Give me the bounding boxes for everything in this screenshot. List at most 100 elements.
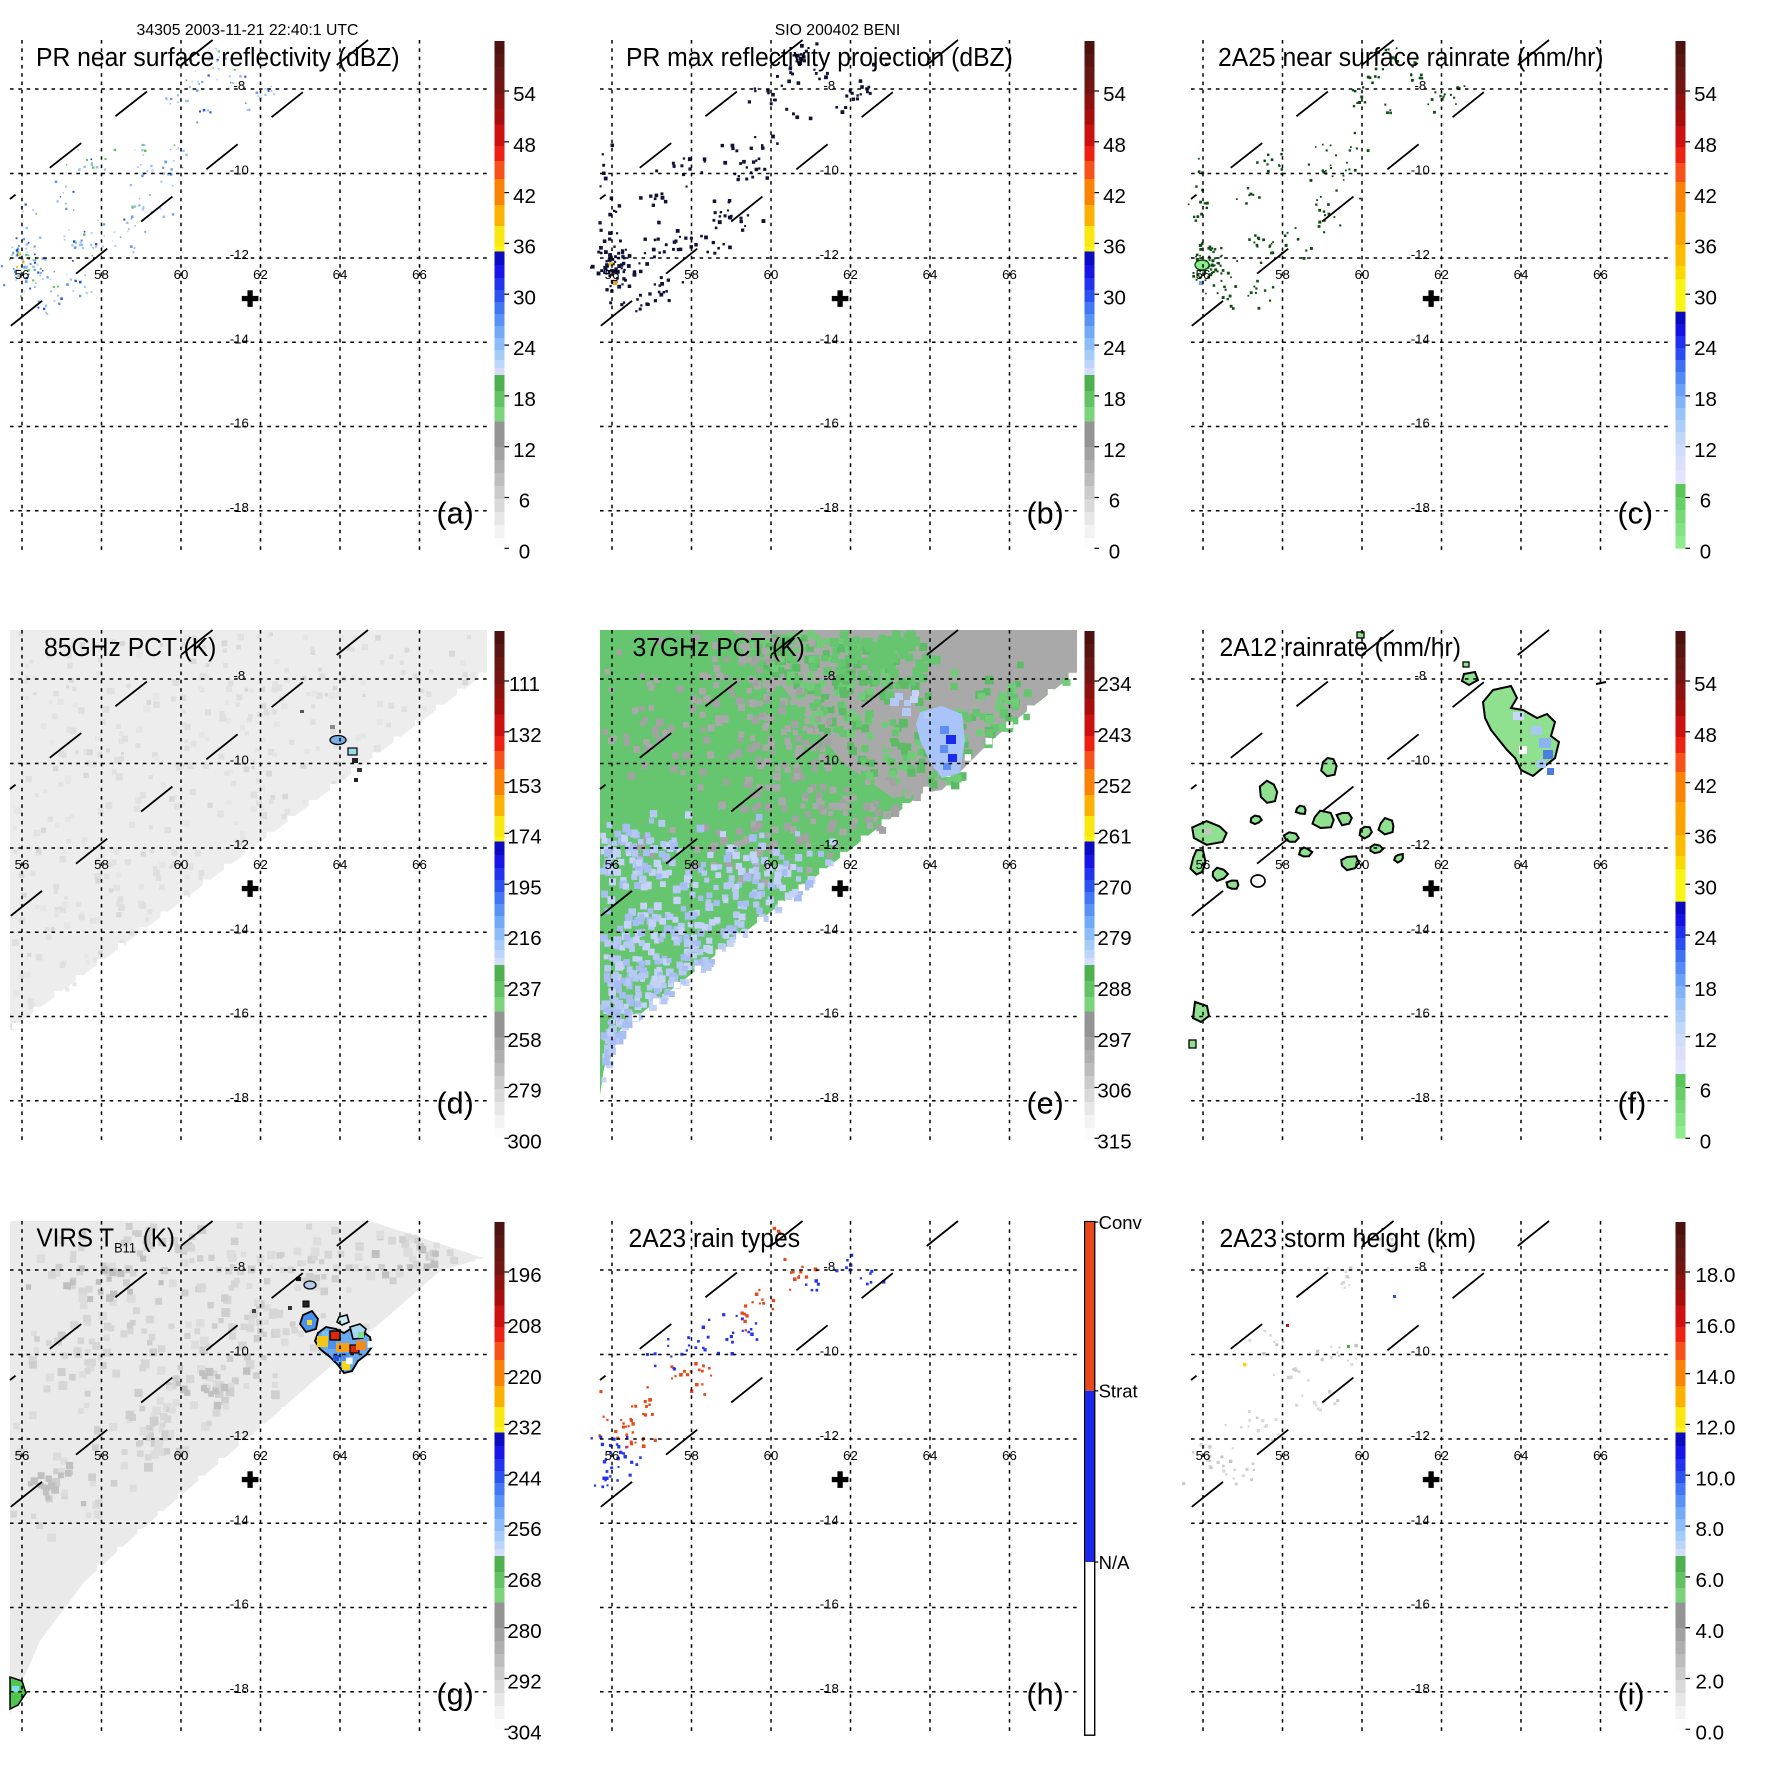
svg-text:-8: -8: [824, 669, 836, 684]
svg-text:56: 56: [605, 858, 620, 873]
svg-text:-8: -8: [1414, 1259, 1426, 1274]
svg-text:-18: -18: [230, 1681, 249, 1696]
svg-text:0: 0: [1109, 541, 1120, 564]
svg-text:64: 64: [923, 858, 938, 873]
svg-text:36: 36: [1103, 236, 1126, 259]
svg-text:34305 2003-11-21 22:40:1 UTC: 34305 2003-11-21 22:40:1 UTC: [137, 22, 359, 39]
svg-text:111: 111: [509, 674, 540, 697]
svg-text:-8: -8: [1414, 669, 1426, 684]
svg-text:54: 54: [1694, 83, 1717, 106]
svg-text:66: 66: [412, 1448, 427, 1463]
svg-text:(h): (h): [1027, 1677, 1064, 1711]
svg-text:-8: -8: [233, 1259, 245, 1274]
svg-text:153: 153: [507, 775, 541, 798]
svg-text:66: 66: [1002, 858, 1017, 873]
svg-text:6: 6: [1699, 1080, 1710, 1103]
svg-text:244: 244: [507, 1467, 541, 1490]
svg-text:-10: -10: [230, 1343, 249, 1358]
svg-text:56: 56: [605, 1448, 620, 1463]
svg-text:-18: -18: [230, 500, 249, 515]
svg-text:256: 256: [507, 1518, 541, 1541]
svg-text:58: 58: [684, 858, 699, 873]
svg-text:196: 196: [507, 1264, 541, 1287]
svg-text:66: 66: [1002, 1448, 1017, 1463]
svg-text:58: 58: [94, 858, 109, 873]
svg-text:12: 12: [1694, 439, 1717, 462]
svg-text:-12: -12: [820, 247, 839, 262]
svg-text:56: 56: [1195, 267, 1210, 282]
svg-text:66: 66: [1593, 858, 1608, 873]
svg-text:2A25 near surface rainrate (mm: 2A25 near surface rainrate (mm/hr): [1218, 43, 1604, 72]
svg-text:0.0: 0.0: [1695, 1721, 1724, 1744]
svg-text:N/A: N/A: [1099, 1551, 1131, 1572]
svg-text:-16: -16: [820, 1006, 839, 1021]
svg-text:-14: -14: [1410, 331, 1429, 346]
svg-text:-16: -16: [230, 1006, 249, 1021]
svg-text:18: 18: [1694, 388, 1717, 411]
svg-text:-14: -14: [820, 331, 839, 346]
svg-text:66: 66: [412, 858, 427, 873]
svg-text:12: 12: [1694, 1029, 1717, 1052]
svg-text:(d): (d): [437, 1087, 474, 1121]
svg-text:-18: -18: [1410, 500, 1429, 515]
svg-text:12: 12: [1103, 439, 1126, 462]
svg-text:-16: -16: [230, 416, 249, 431]
svg-text:62: 62: [1434, 267, 1449, 282]
svg-text:315: 315: [1098, 1131, 1132, 1154]
svg-text:14.0: 14.0: [1695, 1365, 1735, 1388]
svg-text:62: 62: [843, 858, 858, 873]
svg-text:64: 64: [333, 858, 348, 873]
svg-text:58: 58: [684, 1448, 699, 1463]
svg-text:243: 243: [1098, 724, 1132, 747]
svg-text:12: 12: [513, 439, 536, 462]
svg-text:297: 297: [1098, 1029, 1132, 1052]
svg-text:232: 232: [507, 1416, 541, 1439]
svg-text:-10: -10: [230, 753, 249, 768]
svg-text:Conv: Conv: [1099, 1212, 1143, 1233]
svg-text:-18: -18: [820, 500, 839, 515]
svg-text:2A12 rainrate (mm/hr): 2A12 rainrate (mm/hr): [1219, 634, 1460, 663]
svg-text:58: 58: [94, 1448, 109, 1463]
svg-text:4.0: 4.0: [1695, 1620, 1724, 1643]
svg-text:42: 42: [1694, 185, 1717, 208]
svg-text:237: 237: [507, 978, 541, 1001]
svg-text:258: 258: [507, 1029, 541, 1052]
svg-text:-12: -12: [230, 838, 249, 853]
svg-text:-12: -12: [1410, 1428, 1429, 1443]
svg-text:280: 280: [507, 1620, 541, 1643]
svg-text:270: 270: [1098, 877, 1132, 900]
svg-text:Strat: Strat: [1099, 1380, 1138, 1401]
svg-text:64: 64: [1513, 858, 1528, 873]
svg-text:234: 234: [1098, 674, 1132, 697]
svg-text:56: 56: [15, 267, 30, 282]
svg-text:60: 60: [764, 858, 779, 873]
svg-text:(i): (i): [1617, 1677, 1644, 1711]
svg-text:62: 62: [253, 858, 268, 873]
svg-text:18.0: 18.0: [1695, 1264, 1735, 1287]
svg-text:48: 48: [1694, 724, 1717, 747]
svg-text:-16: -16: [1410, 416, 1429, 431]
svg-text:288: 288: [1098, 978, 1132, 1001]
svg-text:24: 24: [1694, 337, 1717, 360]
svg-text:6: 6: [1699, 490, 1710, 513]
svg-text:30: 30: [1103, 286, 1126, 309]
svg-text:24: 24: [1694, 928, 1717, 951]
svg-text:220: 220: [507, 1365, 541, 1388]
svg-text:-16: -16: [1410, 1596, 1429, 1611]
svg-text:36: 36: [1694, 826, 1717, 849]
svg-text:2A23 rain types: 2A23 rain types: [629, 1224, 801, 1253]
svg-text:-8: -8: [233, 78, 245, 93]
svg-text:-10: -10: [1410, 753, 1429, 768]
svg-text:10.0: 10.0: [1695, 1467, 1735, 1490]
svg-text:24: 24: [1103, 337, 1126, 360]
svg-text:-16: -16: [230, 1596, 249, 1611]
svg-text:261: 261: [1098, 826, 1132, 849]
svg-text:-8: -8: [1414, 78, 1426, 93]
svg-text:6.0: 6.0: [1695, 1569, 1724, 1592]
svg-text:36: 36: [513, 236, 536, 259]
svg-text:306: 306: [1098, 1080, 1132, 1103]
svg-text:-12: -12: [1410, 247, 1429, 262]
svg-text:-18: -18: [230, 1090, 249, 1105]
svg-text:54: 54: [513, 83, 536, 106]
svg-text:66: 66: [1593, 267, 1608, 282]
